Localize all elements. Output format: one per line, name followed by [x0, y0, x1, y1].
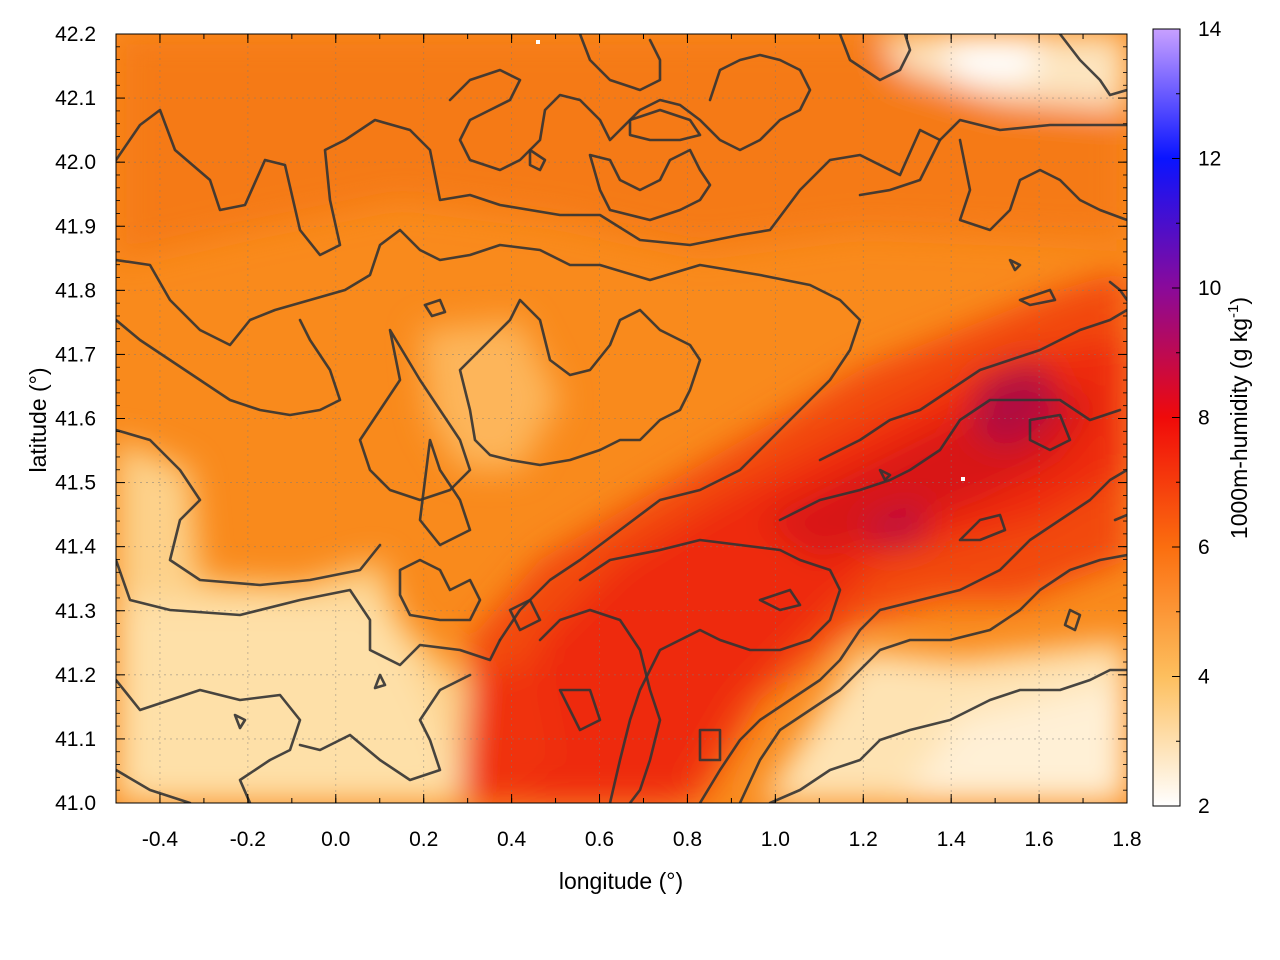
x-tick-label: 1.6 [1024, 828, 1053, 851]
y-tick-label: 41.5 [55, 472, 96, 495]
colorbar-tick-label: 2 [1198, 795, 1210, 818]
x-tick-label: 0.2 [409, 828, 438, 851]
x-tick-label: -0.4 [142, 828, 179, 851]
x-tick-label: 0.0 [321, 828, 350, 851]
colorbar-title-end: ) [1226, 297, 1252, 305]
x-tick-label: 1.8 [1112, 828, 1141, 851]
y-tick-label: 41.4 [55, 536, 96, 559]
y-tick-label: 42.2 [55, 23, 96, 46]
x-tick-label: 0.6 [585, 828, 614, 851]
x-tick-label: 1.2 [849, 828, 878, 851]
contour-lines [116, 34, 1127, 803]
x-axis-title: longitude (°) [559, 868, 683, 894]
y-axis-title: latitude (°) [25, 367, 51, 472]
y-tick-label: 41.8 [55, 279, 96, 302]
y-tick-label: 41.3 [55, 600, 96, 623]
x-tick-label: -0.2 [230, 828, 266, 851]
y-tick-label: 41.9 [55, 215, 96, 238]
x-tick-label: 1.0 [761, 828, 790, 851]
y-tick-label: 42.1 [55, 87, 96, 110]
missing-data-marker [536, 40, 540, 44]
y-axis: 41.0 41.1 41.2 41.3 41.4 41.5 41.6 41.7 41.8 41.9… [55, 23, 1127, 815]
x-axis: -0.4 -0.2 0.0 0.2 0.4 0.6 0.8 1.0 1.2 1.4 1.6 1.8 [115, 34, 1142, 851]
y-tick-label: 41.0 [55, 792, 96, 815]
x-tick-label: 0.8 [673, 828, 702, 851]
grid-lines [116, 34, 1127, 803]
heatmap-field [116, 34, 1127, 803]
missing-data-marker [961, 477, 965, 481]
y-tick-label: 42.0 [55, 151, 96, 174]
y-tick-label: 41.7 [55, 343, 96, 366]
y-tick-label: 41.6 [55, 408, 96, 431]
colorbar-title: 1000m-humidity (g kg-1) [1225, 297, 1252, 539]
x-tick-label: 1.4 [937, 828, 967, 851]
colorbar-tick-label: 10 [1198, 277, 1221, 300]
colorbar-title-main: 1000m-humidity (g kg [1226, 318, 1252, 539]
colorbar-tick-label: 6 [1198, 536, 1210, 559]
colorbar-axis: 2 4 6 8 10 12 14 [1172, 18, 1222, 818]
x-tick-label: 0.4 [497, 828, 527, 851]
y-tick-label: 41.1 [55, 728, 96, 751]
colorbar-tick-label: 12 [1198, 148, 1221, 171]
colorbar-title-sup: -1 [1225, 305, 1242, 318]
colorbar-tick-label: 4 [1198, 666, 1210, 689]
y-tick-label: 41.2 [55, 664, 96, 687]
colorbar-tick-label: 14 [1198, 18, 1222, 41]
colorbar-tick-label: 8 [1198, 407, 1210, 430]
